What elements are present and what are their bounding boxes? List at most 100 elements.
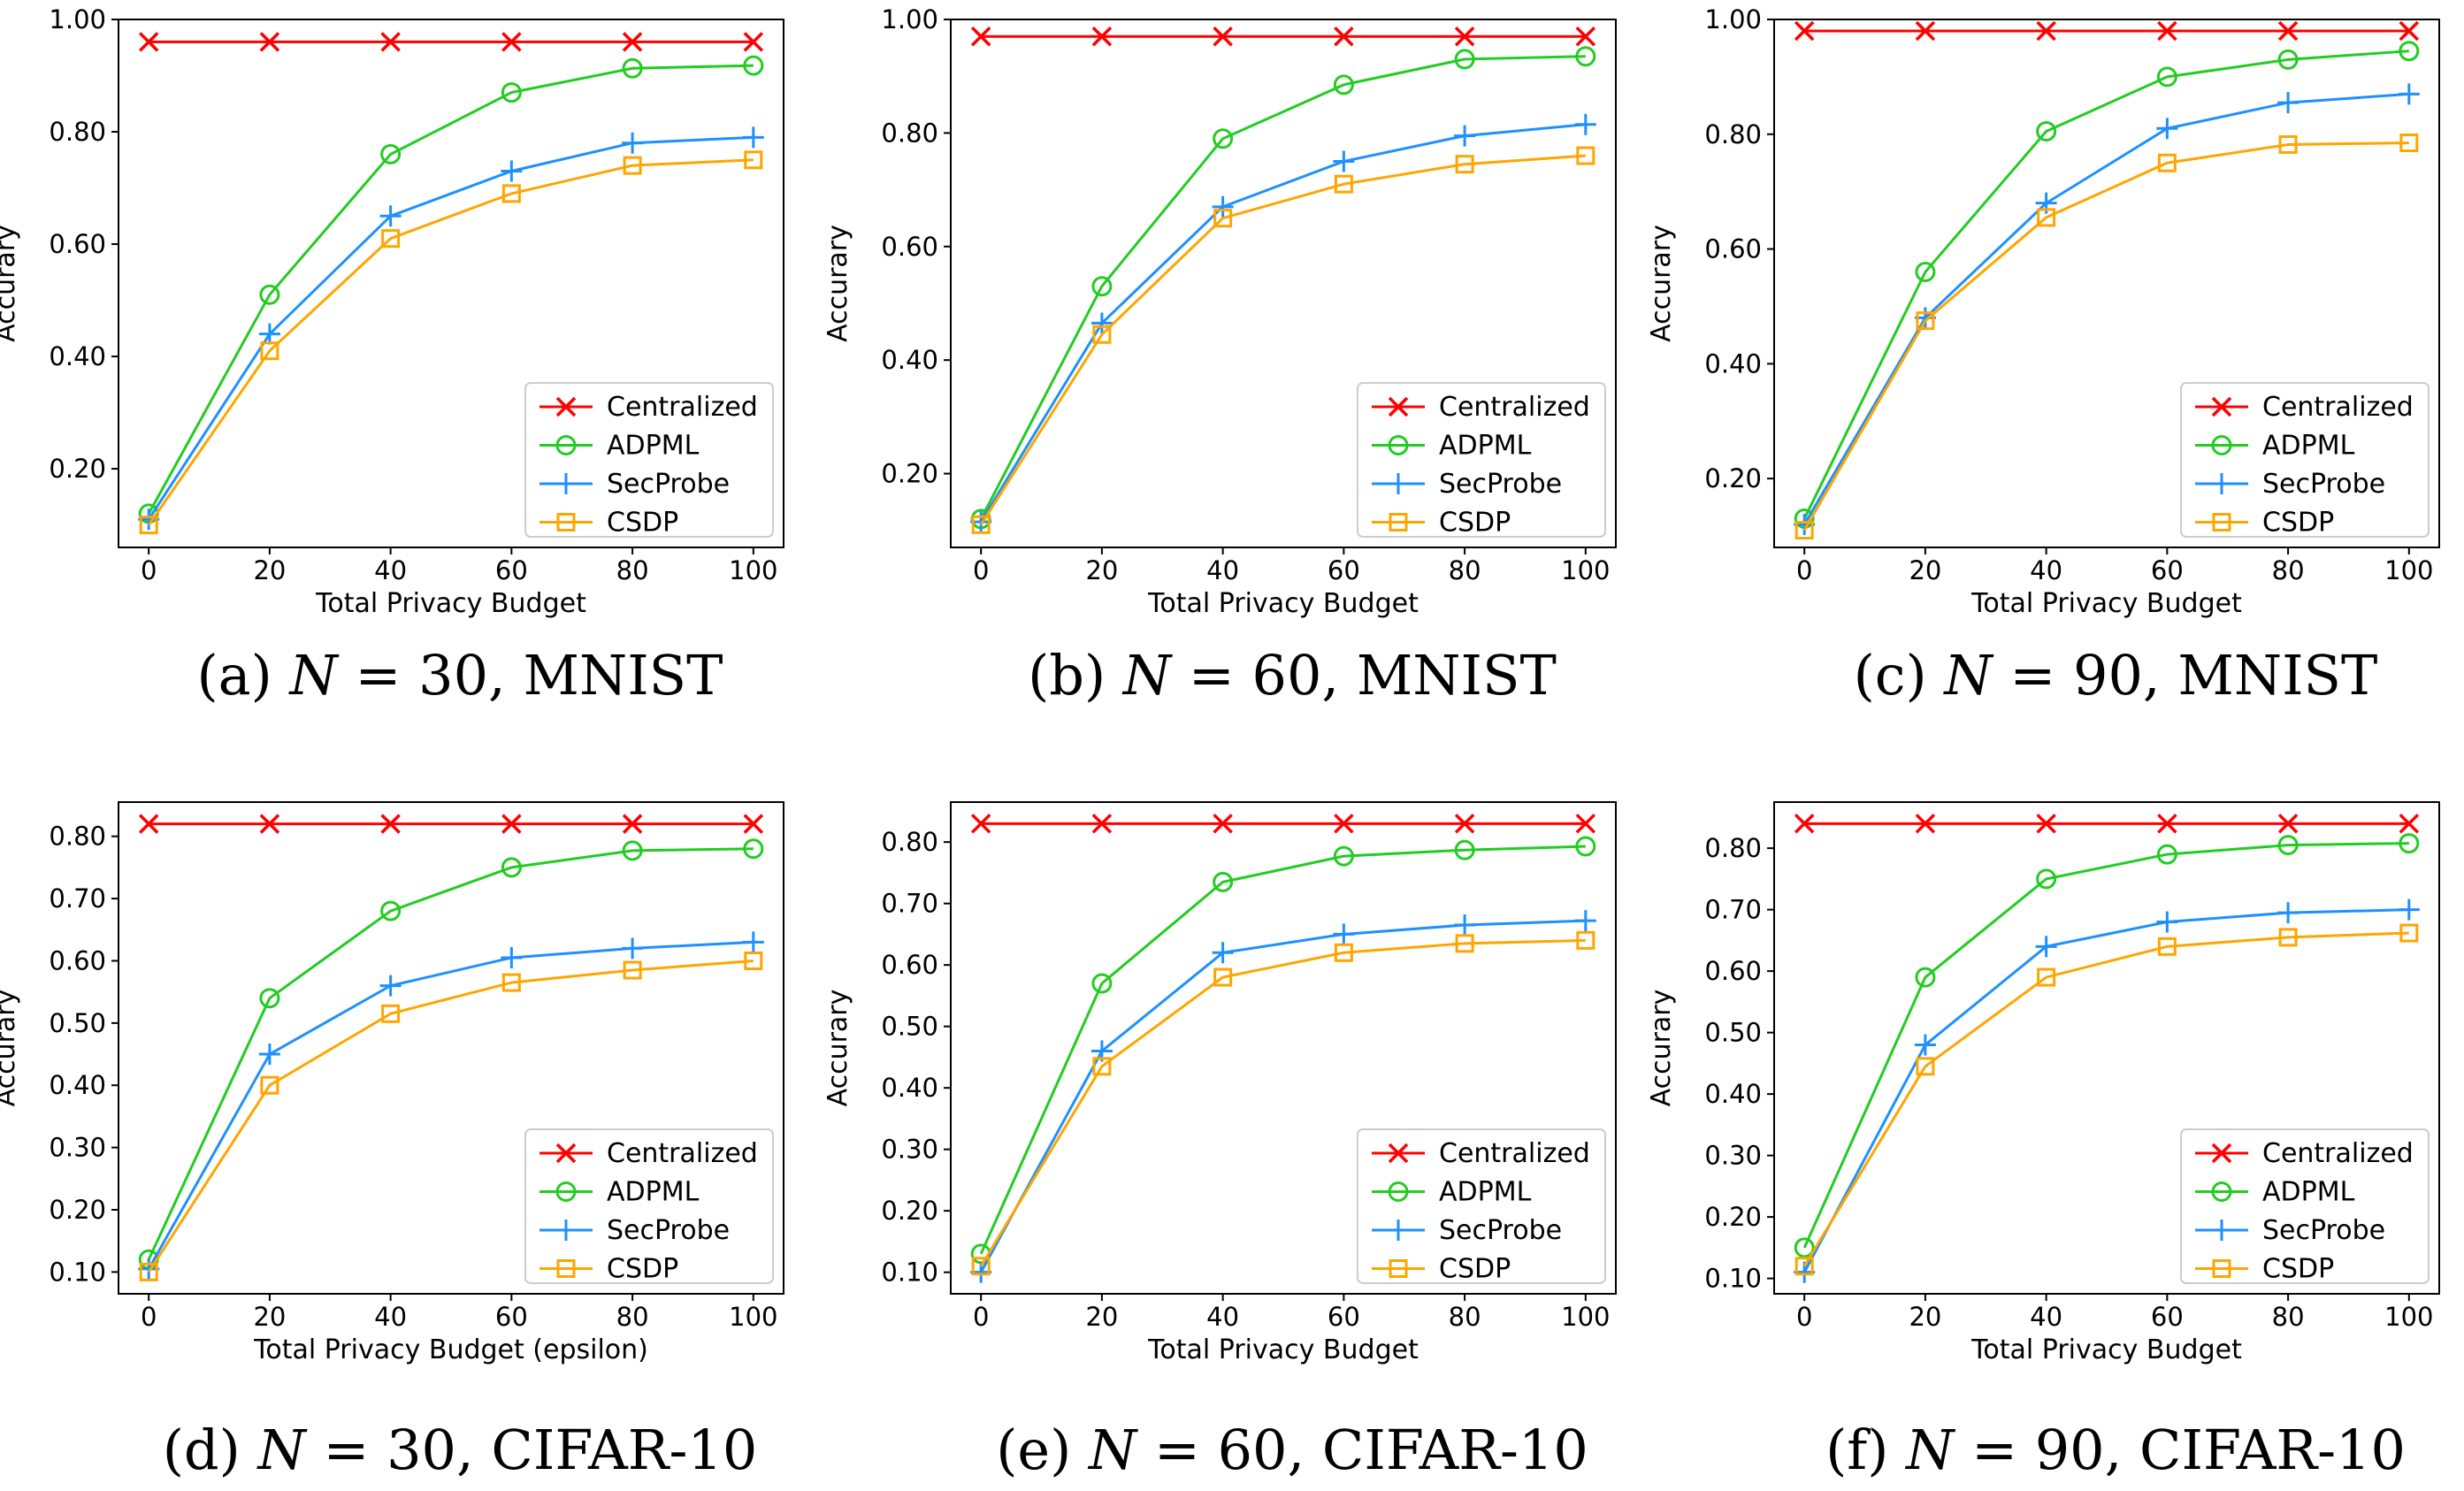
marker-3-0 [139,1262,158,1281]
marker-3-0 [971,1257,991,1276]
marker-0-legend-b [1388,396,1409,417]
series-line-csdp [1802,931,2409,1267]
marker-3-0 [971,515,991,534]
y-tick-label: 0.20 [881,459,938,489]
marker-3-3 [501,184,521,203]
caption-letter: (e) [996,1418,1089,1482]
caption-variable: N [1942,643,1994,707]
y-tick-label: 0.60 [49,229,106,259]
x-axis-label: Total Privacy Budget [1970,1334,2242,1365]
marker-3-3 [501,973,521,992]
legend-box [524,1128,774,1284]
marker-1-4 [1454,839,1475,860]
marker-3-2 [381,229,401,248]
x-axis-label: Total Privacy Budget [1970,588,2242,619]
marker-0-legend-b [2211,396,2232,417]
x-tick-label: 20 [1085,1302,1118,1332]
y-tick-label: 0.40 [49,341,106,371]
marker-1-3 [1333,845,1354,867]
marker-0-4-b [622,814,643,834]
x-tick-label: 60 [2151,1302,2184,1332]
legend-label-centralized: Centralized [1439,392,1590,423]
marker-3-5 [1576,146,1595,165]
caption-letter: (b) [1028,643,1123,707]
plot-frame [118,19,784,548]
y-tick-label: 0.80 [49,117,106,147]
marker-0-5-b [743,814,764,834]
y-axis-label: Accurary [823,225,853,342]
marker-3-3 [1334,174,1353,194]
x-tick-label: 0 [973,555,989,585]
y-tick-label: 0.40 [881,1073,938,1103]
marker-0-4-b [1454,814,1475,834]
x-tick-label: 40 [374,555,407,585]
legend-box [2180,382,2430,538]
x-axis-label: Total Privacy Budget (epsilon) [253,1334,648,1365]
chart-panel-2: 0 20 40 60 80 100 0.20 0.40 0.60 0.80 1.00 Total Pr… [1646,4,2440,619]
marker-3-5 [744,150,763,170]
marker-1-3 [1333,74,1354,96]
marker-3-4 [1455,155,1474,174]
y-tick-label: 0.80 [1704,833,1762,863]
marker-1-legend [1388,435,1409,455]
legend-label-csdp: CSDP [1439,508,1511,539]
chart-panel-0: 0 20 40 60 80 100 0.20 0.40 0.60 0.80 1.00 Total Pr… [0,4,784,619]
y-tick-label: 0.40 [1704,348,1762,378]
legend-label-csdp: CSDP [607,508,678,539]
x-tick-label: 0 [1796,1302,1812,1332]
marker-1-legend [2211,435,2232,455]
marker-3-3 [2157,153,2177,172]
caption-variable: N [256,1418,309,1482]
subfigure-caption: (e) N = 60, CIFAR-10 [996,1418,1588,1482]
legend-label-adpml: ADPML [607,1177,700,1208]
legend-label-secprobe: SecProbe [2262,1215,2385,1246]
marker-1-4 [622,840,643,861]
x-tick-label: 20 [1909,1302,1941,1332]
marker-1-4 [622,57,643,79]
plot-frame [950,801,1617,1295]
y-tick-label: 0.20 [1704,463,1762,493]
legend-label-secprobe: SecProbe [1439,469,1562,500]
legend: Centralized ADPML SecProbe CSDP [2180,1128,2430,1285]
marker-3-4 [623,156,642,175]
plot-frame [1773,801,2440,1295]
marker-0-3-b [501,32,522,52]
y-tick-label: 0.70 [49,883,106,914]
y-axis-label: Accurary [0,990,21,1107]
caption-letter: (c) [1854,643,1945,707]
x-tick-label: 60 [495,1302,528,1332]
y-tick-label: 0.10 [881,1258,938,1288]
caption-rest: = 60, CIFAR-10 [1136,1418,1588,1482]
marker-1-1 [1091,276,1113,297]
series-markers-centralized [970,27,1596,47]
marker-3-1 [1916,1057,1935,1076]
subfigure-caption: (f) N = 90, CIFAR-10 [1825,1418,2406,1482]
x-tick-label: 80 [1449,555,1481,585]
marker-0-legend-b [2211,1143,2232,1164]
x-tick-label: 40 [374,1302,407,1332]
y-axis-label: Accurary [0,225,21,342]
marker-1-5 [743,838,764,860]
marker-1-4 [1454,49,1475,70]
series-line-secprobe [979,123,1586,523]
legend: Centralized ADPML SecProbe CSDP [1357,1128,1606,1285]
caption-variable: N [288,643,341,707]
marker-1-1 [259,988,280,1009]
y-tick-label: 0.20 [49,454,106,484]
marker-1-5 [2399,833,2420,854]
marker-0-0-b [970,814,991,834]
marker-3-5 [1576,930,1595,950]
x-tick-label: 0 [973,1302,989,1332]
marker-0-5-b [2399,20,2420,42]
caption-rest: = 30, MNIST [338,643,723,707]
marker-0-1-b [1915,814,1936,834]
marker-0-3-b [2157,20,2177,42]
caption-variable: N [1087,1418,1139,1482]
legend: Centralized ADPML SecProbe CSDP [524,382,774,539]
marker-0-legend-b [555,396,577,417]
series-markers-centralized [138,32,764,52]
x-tick-label: 100 [2384,555,2433,585]
marker-0-1-b [1915,20,1936,42]
marker-1-2 [380,143,402,164]
x-tick-label: 60 [1328,1302,1360,1332]
